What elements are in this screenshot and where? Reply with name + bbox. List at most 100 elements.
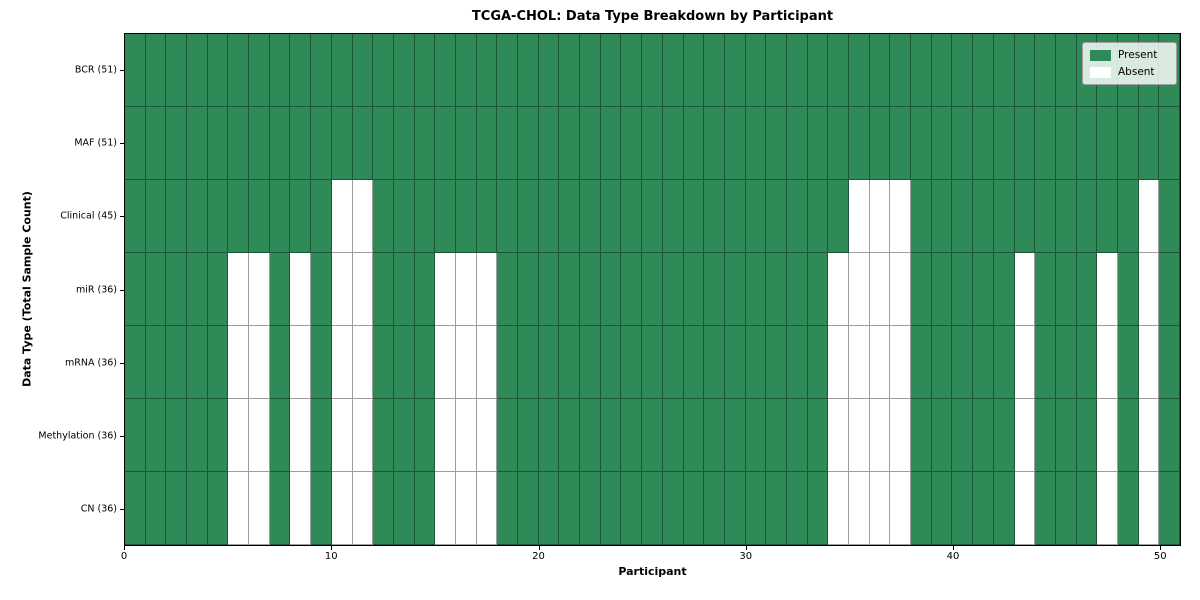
heatmap-cell: [1138, 399, 1160, 472]
heatmap-cell: [352, 253, 374, 326]
heatmap-cell: [1117, 180, 1139, 253]
heatmap-cell: [373, 399, 394, 472]
heatmap-cell: [311, 34, 332, 107]
heatmap-cell: [786, 472, 808, 545]
heatmap-cell: [828, 472, 850, 545]
heatmap-cell: [911, 107, 932, 180]
heatmap-cell: [807, 472, 829, 545]
heatmap-cell: [1097, 472, 1118, 545]
heatmap-cell: [600, 180, 622, 253]
y-tick-mark: [120, 216, 124, 218]
heatmap-cell: [125, 34, 146, 107]
heatmap-cell: [290, 399, 312, 472]
heatmap-cell: [311, 472, 332, 545]
x-tick-mark: [953, 546, 955, 550]
heatmap-cell: [166, 34, 188, 107]
heatmap-cell: [497, 107, 519, 180]
heatmap-cell: [414, 253, 436, 326]
heatmap-cell: [683, 180, 705, 253]
heatmap-cell: [518, 326, 539, 399]
heatmap-cell: [1159, 180, 1180, 253]
heatmap-cell: [145, 399, 167, 472]
heatmap-cell: [662, 472, 684, 545]
heatmap-cell: [207, 34, 229, 107]
heatmap-cell: [414, 326, 436, 399]
heatmap-cell: [931, 472, 953, 545]
heatmap-cell: [828, 180, 850, 253]
heatmap-cell: [662, 107, 684, 180]
heatmap-cell: [228, 253, 250, 326]
x-tick-label: 40: [946, 551, 960, 562]
heatmap-cell: [580, 107, 601, 180]
heatmap-cell: [931, 399, 953, 472]
heatmap-cell: [724, 180, 746, 253]
heatmap-cell: [786, 399, 808, 472]
heatmap-cell: [600, 34, 622, 107]
heatmap-cell: [1159, 107, 1180, 180]
heatmap-cell: [559, 399, 581, 472]
heatmap-cell: [435, 399, 456, 472]
heatmap-cell: [497, 326, 519, 399]
heatmap-cell: [642, 399, 663, 472]
heatmap-cell: [1159, 253, 1180, 326]
heatmap-cell: [683, 253, 705, 326]
heatmap-cell: [952, 253, 974, 326]
heatmap-cell: [869, 253, 891, 326]
heatmap-cell: [849, 399, 870, 472]
heatmap-cell: [724, 107, 746, 180]
heatmap-cell: [911, 253, 932, 326]
heatmap-cell: [1097, 107, 1118, 180]
heatmap-cell: [766, 180, 787, 253]
heatmap-cell: [745, 180, 767, 253]
y-tick-label: Clinical (45): [60, 210, 117, 222]
heatmap-cell: [538, 34, 560, 107]
heatmap-cell: [331, 107, 353, 180]
heatmap-cell: [538, 326, 560, 399]
heatmap-cell: [1117, 399, 1139, 472]
heatmap-cell: [538, 472, 560, 545]
heatmap-cell: [1159, 326, 1180, 399]
heatmap-cell: [849, 34, 870, 107]
heatmap-cell: [642, 472, 663, 545]
heatmap-cell: [393, 472, 415, 545]
heatmap-cell: [228, 107, 250, 180]
heatmap-cell: [642, 253, 663, 326]
heatmap-cell: [290, 253, 312, 326]
heatmap-cell: [1076, 180, 1098, 253]
heatmap-cell: [476, 399, 498, 472]
heatmap-cell: [952, 180, 974, 253]
heatmap-cell: [311, 180, 332, 253]
heatmap-cell: [373, 253, 394, 326]
heatmap-cell: [704, 34, 725, 107]
heatmap-cell: [476, 253, 498, 326]
heatmap-cell: [166, 180, 188, 253]
heatmap-cell: [497, 34, 519, 107]
heatmap-cell: [455, 34, 477, 107]
heatmap-cell: [890, 107, 912, 180]
heatmap-cell: [207, 326, 229, 399]
heatmap-cell: [890, 399, 912, 472]
heatmap-cell: [683, 326, 705, 399]
heatmap-cell: [290, 34, 312, 107]
heatmap-cell: [724, 34, 746, 107]
heatmap-cell: [600, 253, 622, 326]
heatmap-cell: [207, 180, 229, 253]
heatmap-cell: [1097, 180, 1118, 253]
heatmap-cell: [1076, 253, 1098, 326]
heatmap-cell: [952, 472, 974, 545]
heatmap-cell: [497, 399, 519, 472]
heatmap-cell: [828, 34, 850, 107]
heatmap-cell: [228, 326, 250, 399]
heatmap-cell: [1076, 326, 1098, 399]
heatmap-cell: [269, 326, 291, 399]
heatmap-cell: [518, 180, 539, 253]
heatmap-cell: [1035, 326, 1056, 399]
y-tick-label: BCR (51): [74, 64, 117, 76]
heatmap-cell: [869, 472, 891, 545]
heatmap-cell: [890, 472, 912, 545]
x-tick-label: 0: [120, 551, 128, 562]
heatmap-cell: [869, 34, 891, 107]
heatmap-cell: [455, 472, 477, 545]
heatmap-cell: [435, 326, 456, 399]
heatmap-cell: [621, 326, 643, 399]
